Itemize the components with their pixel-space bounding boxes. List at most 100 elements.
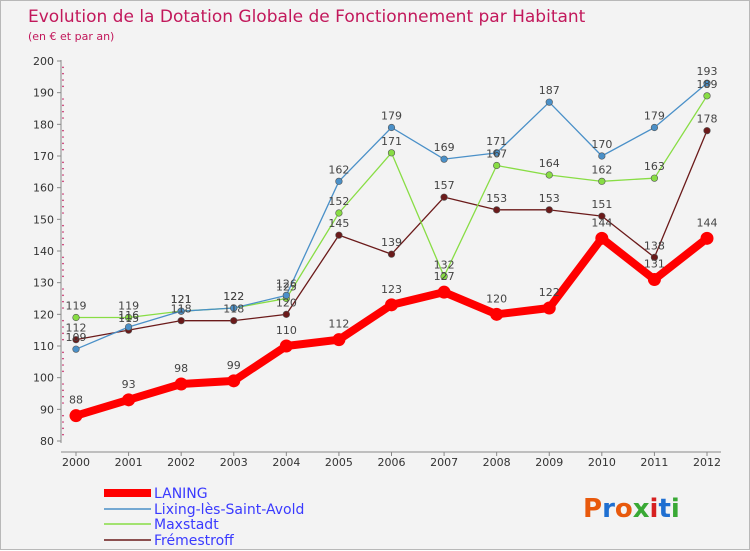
data-label: 162 [328, 163, 349, 176]
data-point [174, 377, 188, 391]
x-tick-label: 2010 [588, 456, 616, 469]
y-minor-tick [62, 136, 64, 138]
y-minor-tick [62, 167, 64, 170]
data-point [332, 333, 346, 347]
data-point [387, 250, 396, 258]
y-minor-tick [62, 294, 64, 297]
data-point [177, 317, 185, 325]
y-minor-tick [62, 180, 64, 183]
legend-label: Frémestroff [154, 533, 234, 549]
data-label: 110 [276, 324, 297, 337]
x-tick-label: 2009 [535, 456, 563, 469]
y-tick-label: 190 [33, 87, 54, 100]
x-tick-label: 2004 [272, 456, 300, 469]
data-label: 99 [227, 359, 241, 372]
data-point [282, 291, 290, 299]
data-point [282, 310, 290, 318]
y-minor-tick [62, 104, 64, 107]
logo-letter: P [583, 494, 602, 524]
data-label: 170 [591, 138, 612, 151]
data-label: 120 [486, 292, 507, 305]
y-tick-label: 170 [33, 150, 54, 163]
y-minor-tick [62, 288, 64, 290]
data-point [122, 393, 136, 407]
data-label: 152 [328, 195, 349, 208]
data-label: 138 [644, 239, 665, 252]
data-point [493, 149, 501, 157]
axes: 80 90 100 110 120 130 140 150 160 170 180 190 200 200… [33, 55, 721, 469]
data-label: 122 [223, 290, 244, 303]
data-point [230, 304, 238, 312]
data-point [440, 193, 448, 201]
data-label: 157 [434, 179, 455, 192]
y-tick-label: 180 [33, 118, 54, 131]
y-minor-tick [62, 224, 64, 227]
series-group [69, 79, 714, 423]
y-minor-tick [62, 332, 64, 335]
data-point [493, 206, 501, 214]
data-point [437, 285, 451, 299]
data-point [279, 339, 293, 353]
y-minor-tick [62, 237, 64, 240]
legend-label: Lixing-lès-Saint-Avold [154, 502, 304, 518]
y-minor-tick [62, 66, 64, 69]
data-label: 153 [486, 192, 507, 205]
data-point [335, 177, 343, 185]
y-minor-tick [62, 427, 64, 430]
x-tick-label: 2000 [62, 456, 90, 469]
data-label: 120 [276, 296, 297, 309]
data-point [124, 313, 133, 322]
data-label: 162 [591, 163, 612, 176]
data-point [335, 231, 343, 239]
chart-title: Evolution de la Dotation Globale de Fonc… [28, 7, 586, 27]
data-label: 171 [486, 135, 507, 148]
y-minor-tick [62, 269, 64, 271]
data-label: 125 [276, 281, 297, 294]
data-label: 169 [434, 141, 455, 154]
data-point [647, 273, 661, 286]
data-point [493, 161, 501, 170]
data-label: 88 [69, 394, 83, 407]
y-minor-tick [62, 85, 64, 88]
y-minor-tick [62, 256, 64, 259]
y-minor-tick [62, 326, 64, 328]
data-label: 112 [66, 322, 87, 335]
logo-letter: r [602, 494, 615, 524]
data-point [545, 171, 553, 179]
data-label: 116 [118, 309, 139, 322]
data-point [490, 307, 504, 321]
data-point [598, 177, 606, 185]
data-point [650, 123, 659, 132]
legend: LANINGLixing-lès-Saint-AvoldMaxstadtFrém… [104, 486, 304, 549]
data-point [72, 345, 80, 353]
data-point [387, 123, 396, 132]
data-point [227, 374, 241, 388]
x-tick-label: 2011 [640, 456, 668, 469]
y-tick-label: 80 [40, 435, 54, 448]
y-minor-tick [62, 79, 64, 81]
y-minor-tick [62, 199, 64, 202]
data-label: 151 [591, 198, 612, 211]
data-label: 98 [174, 362, 188, 375]
chart-subtitle: (en € et par an) [28, 30, 114, 43]
data-point [387, 149, 396, 157]
data-label: 119 [66, 300, 87, 313]
y-minor-tick [62, 421, 64, 423]
y-tick-label: 130 [33, 277, 54, 290]
y-minor-tick [62, 148, 64, 151]
data-point [335, 209, 343, 217]
data-label: 167 [486, 148, 507, 161]
logo-letter: i [650, 494, 659, 524]
y-minor-tick [62, 351, 64, 354]
logo-letter: o [615, 494, 633, 524]
data-point [230, 317, 238, 325]
y-minor-tick [62, 383, 64, 385]
y-minor-tick [62, 117, 64, 119]
logo-letter: t [658, 494, 670, 524]
y-minor-tick [62, 129, 64, 132]
y-minor-tick [62, 212, 64, 214]
x-tick-label: 2012 [693, 456, 721, 469]
data-point [72, 336, 80, 344]
data-label: 144 [697, 216, 718, 229]
